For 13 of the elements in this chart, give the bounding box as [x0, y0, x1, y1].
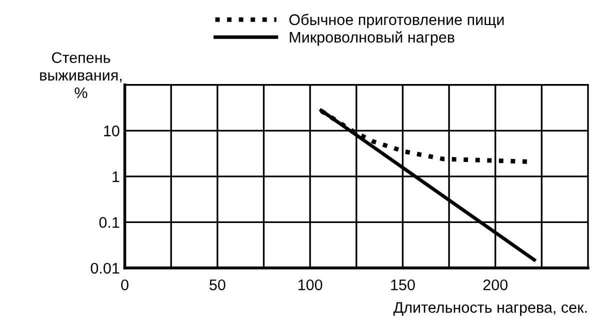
y-tick-label: 10: [104, 126, 120, 136]
x-tick-label: 100: [298, 279, 322, 290]
x-tick-label: 150: [391, 279, 415, 290]
y-tick-label: 1: [112, 171, 120, 182]
y-axis-title: Степень выживания, %: [40, 52, 122, 98]
legend-label: Обычное приготовление пищи: [289, 14, 504, 28]
y-tick-label: 0.01: [90, 262, 120, 274]
x-axis-title: Длительность нагрева, сек.: [393, 302, 587, 316]
y-tick-label: 0.1: [99, 217, 120, 228]
legend-label: Микроволновый нагрев: [290, 31, 454, 46]
x-tick-label: 50: [210, 279, 226, 290]
x-tick-label: 0: [121, 279, 128, 290]
x-tick-label: 200: [483, 279, 508, 290]
